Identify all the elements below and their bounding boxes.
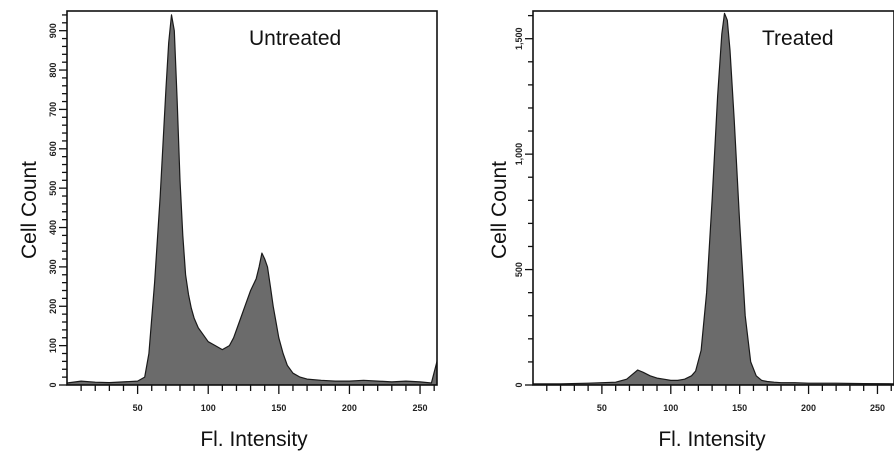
y-tick-label: 200 xyxy=(48,299,58,314)
y-tick-label: 700 xyxy=(48,102,58,117)
x-tick-label: 150 xyxy=(732,403,747,413)
y-tick-label: 900 xyxy=(48,23,58,38)
histogram-panel-treated: Cell Count Fl. Intensity Treated 50 100 15… xyxy=(488,10,894,451)
panel-title: Treated xyxy=(762,27,834,50)
y-tick-label: 500 xyxy=(514,262,524,277)
x-tick-label: 100 xyxy=(663,403,678,413)
y-tick-label: 0 xyxy=(48,382,58,387)
x-tick-label: 200 xyxy=(801,403,816,413)
x-tick-label: 250 xyxy=(870,403,885,413)
plot-area: 50 100 150 200 250 0 100 200 300 400 500 600 700 800 9… xyxy=(48,10,438,413)
x-tick-label: 100 xyxy=(201,403,216,413)
y-tick-label: 400 xyxy=(48,220,58,235)
y-axis-title: Cell Count xyxy=(488,161,511,259)
y-tick-label: 600 xyxy=(48,141,58,156)
x-tick-label: 50 xyxy=(133,403,143,413)
y-tick-label: 300 xyxy=(48,259,58,274)
x-tick-label: 200 xyxy=(342,403,357,413)
histogram-area xyxy=(533,12,894,385)
y-axis-title: Cell Count xyxy=(18,161,41,259)
y-tick-label: 1,500 xyxy=(514,27,524,50)
histogram-area xyxy=(67,14,437,385)
x-tick-label: 50 xyxy=(597,403,607,413)
x-axis-title: Fl. Intensity xyxy=(200,428,308,451)
panel-title: Untreated xyxy=(249,27,341,50)
x-tick-label: 150 xyxy=(271,403,286,413)
histogram-panel-untreated: Cell Count Fl. Intensity Untreated 50 100… xyxy=(18,10,438,451)
plot-area: 50 100 150 200 250 0 500 1,000 1,500 xyxy=(514,10,894,413)
y-tick-label: 1,000 xyxy=(514,143,524,166)
y-tick-label: 0 xyxy=(514,382,524,387)
y-tick-label: 100 xyxy=(48,338,58,353)
plot-frame xyxy=(532,10,894,386)
plot-frame xyxy=(66,10,438,386)
y-tick-label: 500 xyxy=(48,181,58,196)
x-axis-title: Fl. Intensity xyxy=(658,428,766,451)
x-tick-label: 250 xyxy=(413,403,428,413)
y-tick-label: 800 xyxy=(48,63,58,78)
